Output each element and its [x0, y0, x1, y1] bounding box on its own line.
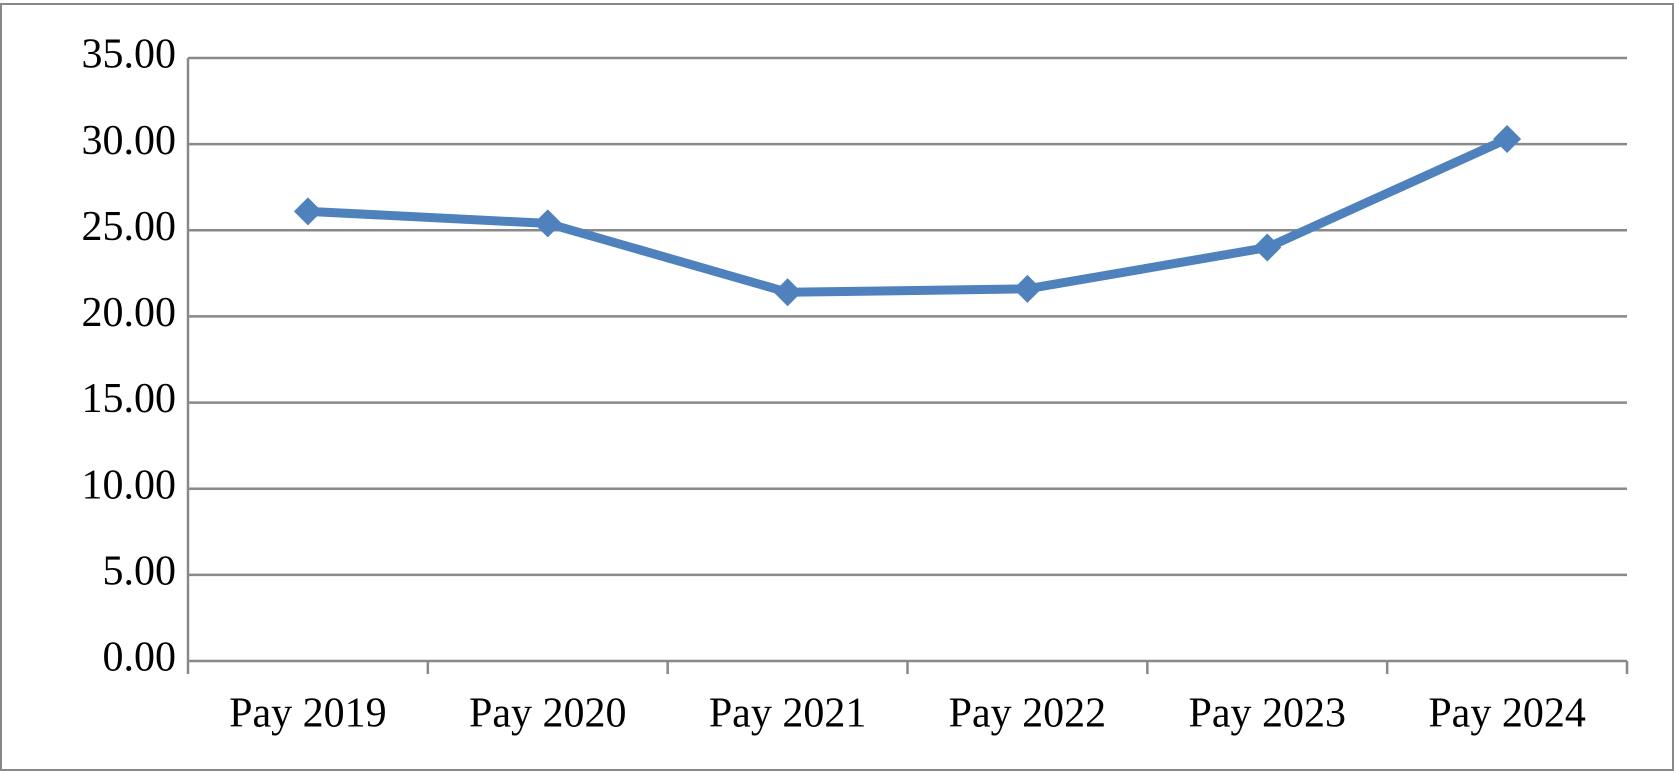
- data-marker: [1493, 124, 1522, 153]
- x-tick-label: Pay 2021: [709, 691, 867, 737]
- x-tick-label: Pay 2019: [229, 691, 387, 737]
- data-marker: [293, 197, 322, 226]
- data-marker: [1253, 233, 1282, 262]
- x-tick-label: Pay 2023: [1189, 691, 1347, 737]
- x-tick-label: Pay 2020: [469, 691, 627, 737]
- y-tick-label: 10.00: [82, 462, 177, 508]
- y-tick-label: 30.00: [82, 118, 177, 164]
- data-marker: [533, 209, 562, 238]
- y-tick-label: 35.00: [82, 32, 177, 78]
- data-marker: [773, 278, 802, 307]
- y-tick-label: 20.00: [82, 290, 177, 336]
- x-tick-label: Pay 2022: [949, 691, 1107, 737]
- x-tick-label: Pay 2024: [1428, 691, 1586, 737]
- y-tick-label: 25.00: [82, 204, 177, 250]
- y-tick-label: 0.00: [103, 635, 177, 681]
- data-line: [307, 134, 1509, 297]
- y-tick-label: 15.00: [82, 376, 177, 422]
- data-marker: [1013, 274, 1042, 303]
- y-tick-label: 5.00: [103, 548, 177, 594]
- chart-border: [0, 3, 1674, 771]
